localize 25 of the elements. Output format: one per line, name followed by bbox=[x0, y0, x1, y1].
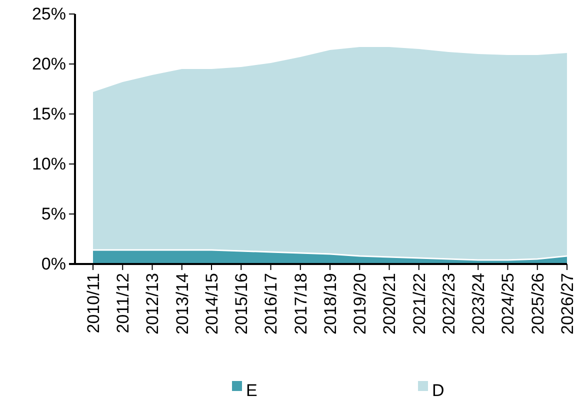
x-tick-label: 2023/24 bbox=[469, 273, 488, 334]
y-tick-label: 10% bbox=[32, 154, 66, 174]
x-tick-label: 2011/12 bbox=[114, 273, 133, 334]
y-tick-label: 5% bbox=[41, 204, 66, 224]
y-tick-label: 0% bbox=[41, 254, 66, 274]
x-tick-label: 2012/13 bbox=[143, 273, 162, 334]
x-tick-label: 2014/15 bbox=[202, 273, 222, 334]
x-tick-label: 2026/27 bbox=[558, 273, 577, 334]
x-tick-label: 2025/26 bbox=[528, 273, 548, 334]
y-tick-label: 25% bbox=[32, 4, 66, 24]
x-tick-label: 2017/18 bbox=[291, 273, 310, 334]
x-tick-label: 2024/25 bbox=[498, 273, 518, 334]
legend-label: D bbox=[432, 380, 444, 400]
x-tick-label: 2013/14 bbox=[172, 273, 192, 334]
y-tick-label: 20% bbox=[32, 54, 66, 74]
x-tick-label: 2016/17 bbox=[262, 273, 281, 334]
x-tick-label: 2019/20 bbox=[350, 273, 370, 334]
x-tick-label: 2020/21 bbox=[380, 273, 400, 334]
x-tick-label: 2018/19 bbox=[320, 273, 340, 334]
x-tick-label: 2021/22 bbox=[410, 273, 429, 334]
x-tick-label: 2022/23 bbox=[439, 273, 458, 334]
x-tick-label: 2015/16 bbox=[232, 273, 252, 334]
y-tick-label: 15% bbox=[32, 104, 66, 124]
x-tick-label: 2010/11 bbox=[84, 273, 103, 334]
legend-label: E bbox=[246, 380, 258, 400]
